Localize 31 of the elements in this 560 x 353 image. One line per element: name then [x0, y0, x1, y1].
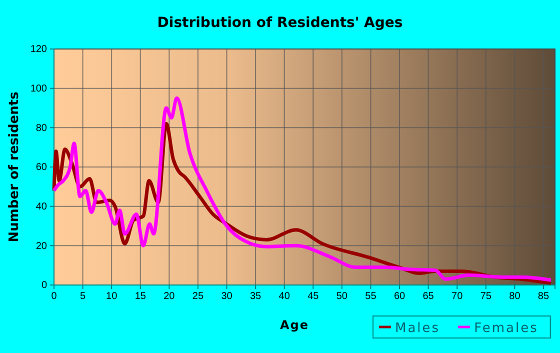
x-tick-label: 20 — [164, 291, 176, 302]
x-tick-label: 25 — [192, 291, 204, 302]
line-series — [52, 96, 553, 282]
x-tick-label: 35 — [250, 291, 262, 302]
x-tick-label: 85 — [538, 291, 550, 302]
x-tick-label: 15 — [134, 291, 146, 302]
y-tick-label: 100 — [30, 84, 48, 95]
x-tick-label: 80 — [509, 291, 521, 302]
x-tick-label: 0 — [51, 291, 58, 302]
x-tick-label: 75 — [480, 291, 492, 302]
x-tick-label: 60 — [394, 291, 406, 302]
x-tick-label: 55 — [365, 291, 377, 302]
y-tick-label: 120 — [30, 44, 48, 56]
chart-title: Distribution of Residents' Ages — [157, 15, 403, 31]
x-tick-label: 70 — [452, 291, 464, 302]
legend-label: Females — [474, 321, 538, 336]
legend-label: Males — [395, 321, 440, 336]
x-tick-label: 40 — [278, 291, 290, 302]
y-tick-label: 40 — [36, 202, 48, 213]
x-tick-label: 50 — [336, 291, 348, 302]
x-tick-label: 30 — [221, 291, 233, 302]
x-axis-title: Age — [280, 318, 310, 332]
y-tick-label: 60 — [36, 162, 48, 174]
x-tick-label: 45 — [308, 291, 320, 302]
y-axis-title: Number of residents — [7, 91, 22, 242]
x-tick-label: 65 — [422, 291, 434, 302]
y-tick-label: 0 — [41, 280, 48, 292]
y-tick-label: 20 — [36, 240, 48, 252]
x-tick-label: 10 — [106, 291, 118, 302]
y-tick-label: 80 — [36, 122, 48, 134]
x-tick-label: 5 — [80, 291, 86, 302]
